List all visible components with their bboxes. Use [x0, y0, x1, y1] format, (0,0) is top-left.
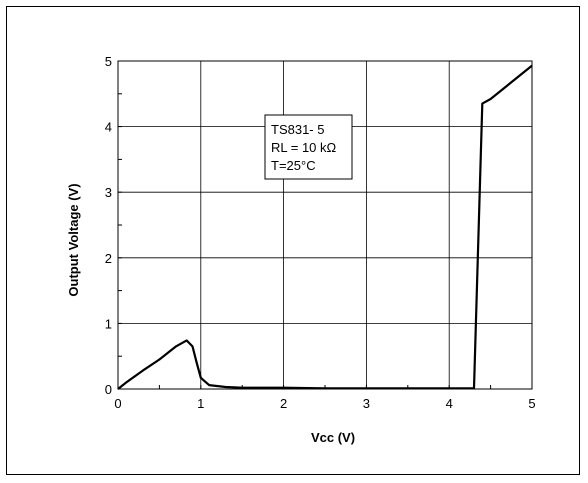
y-tick-label: 3 — [105, 185, 112, 200]
grid-lines — [118, 61, 532, 389]
x-tick-label: 2 — [280, 396, 287, 411]
x-tick-label: 5 — [528, 396, 535, 411]
annotation-line-3: T=25°C — [271, 158, 316, 173]
x-tick-label: 0 — [114, 396, 121, 411]
x-tick-label: 4 — [446, 396, 453, 411]
annotation-box: TS831- 5 RL = 10 kΩ T=25°C — [264, 114, 353, 180]
x-tick-label: 3 — [363, 396, 370, 411]
y-tick-label: 1 — [105, 316, 112, 331]
tick-labels: 0 1 2 3 4 5 0 1 2 3 4 5 — [105, 54, 536, 411]
y-tick-label: 0 — [105, 382, 112, 397]
x-tick-label: 1 — [197, 396, 204, 411]
annotation-line-2: RL = 10 kΩ — [271, 140, 337, 155]
x-axis-label: Vcc (V) — [311, 430, 355, 445]
annotation-line-1: TS831- 5 — [271, 122, 324, 137]
y-tick-label: 5 — [105, 54, 112, 69]
figure-frame — [6, 6, 580, 475]
series-line — [117, 64, 533, 390]
y-tick-label: 4 — [105, 120, 112, 135]
y-axis-label: Output Voltage (V) — [66, 183, 81, 296]
axis-ticks — [117, 60, 533, 390]
plot-area-border — [117, 60, 533, 390]
series-layer — [117, 64, 533, 390]
annotation-border — [264, 114, 353, 180]
y-tick-label: 2 — [105, 251, 112, 266]
